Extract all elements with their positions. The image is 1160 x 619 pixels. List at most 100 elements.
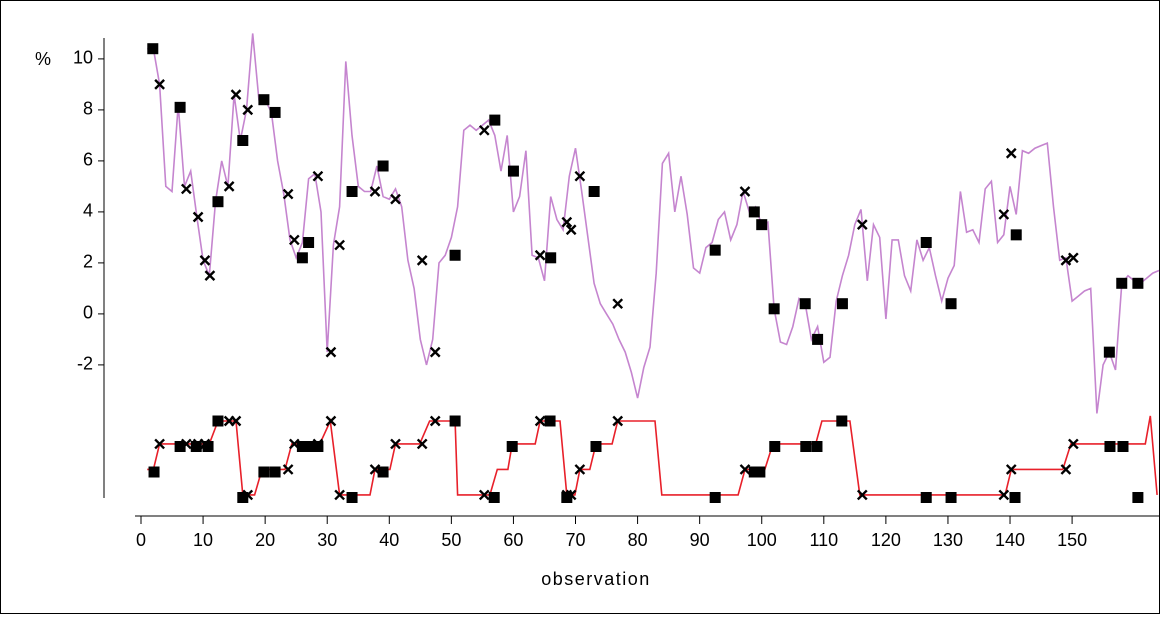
cross-marker (998, 489, 1010, 501)
y-tick-label: 6 (83, 150, 93, 170)
cross-marker (230, 415, 242, 427)
square-marker (836, 298, 848, 310)
cross-marker (325, 346, 337, 358)
cross-marker (180, 438, 192, 450)
cross-marker (154, 438, 165, 450)
cross-marker (856, 489, 868, 501)
square-marker (346, 186, 358, 197)
cross-marker (1005, 464, 1017, 475)
cross-marker (739, 186, 751, 197)
cross-marker (204, 270, 216, 281)
square-marker (174, 441, 186, 452)
square-marker (545, 252, 557, 264)
square-marker (945, 492, 957, 503)
x-tick-label: 120 (871, 530, 901, 550)
series-line (147, 33, 1160, 414)
x-tick-label: 110 (809, 530, 838, 550)
cross-marker (390, 438, 401, 450)
square-marker (1116, 277, 1128, 289)
square-marker (945, 298, 957, 310)
x-tick-label: 20 (255, 530, 275, 550)
square-marker (748, 466, 760, 478)
cross-marker (199, 438, 211, 450)
square-marker (1117, 441, 1129, 452)
square-marker (449, 249, 461, 261)
cross-marker (1067, 438, 1079, 450)
cross-marker (334, 489, 345, 501)
square-marker (449, 415, 461, 427)
cross-marker (1060, 464, 1072, 475)
square-marker (488, 492, 500, 503)
x-tick-label: 40 (379, 530, 399, 550)
square-marker (147, 43, 159, 55)
square-marker (836, 415, 848, 427)
cross-marker (534, 415, 546, 427)
square-marker (269, 106, 281, 118)
cross-marker (288, 438, 300, 450)
x-tick-label: 50 (441, 530, 461, 550)
cross-marker (739, 464, 751, 475)
cross-marker (192, 211, 204, 223)
y-tick-label: 8 (83, 99, 93, 119)
cross-marker (1060, 255, 1072, 266)
cross-marker (282, 464, 294, 475)
square-marker (212, 196, 224, 208)
cross-marker (478, 124, 490, 136)
square-marker (489, 114, 501, 126)
cross-marker (180, 183, 192, 195)
square-marker (506, 441, 518, 452)
square-marker (237, 492, 249, 503)
y-tick-label: 0 (83, 303, 93, 323)
cross-marker (565, 489, 577, 501)
x-tick-label: 100 (747, 530, 777, 550)
x-tick-label: 140 (995, 530, 1025, 550)
square-marker (346, 492, 358, 503)
square-marker (258, 466, 270, 478)
cross-marker (561, 216, 573, 228)
x-tick-label: 60 (503, 530, 523, 550)
cross-marker (534, 249, 546, 261)
cross-marker (856, 219, 868, 230)
cross-marker (478, 489, 490, 501)
cross-marker (612, 298, 624, 310)
cross-marker (429, 415, 441, 427)
y-unit-label: % (35, 49, 51, 69)
square-marker (237, 135, 249, 146)
square-marker (303, 237, 315, 248)
square-marker (920, 492, 932, 503)
square-marker (1010, 229, 1022, 241)
cross-marker (282, 188, 294, 200)
cross-marker (574, 464, 586, 475)
square-marker (590, 441, 602, 452)
square-marker (296, 252, 308, 264)
cross-marker (199, 255, 211, 266)
cross-marker (416, 438, 428, 450)
cross-marker (416, 255, 428, 266)
square-marker (1103, 346, 1115, 358)
square-marker (709, 492, 721, 503)
cross-marker (612, 415, 624, 427)
cross-marker (334, 239, 345, 251)
cross-marker (1067, 252, 1079, 264)
square-marker (174, 101, 186, 113)
x-axis-label: observation (541, 569, 651, 589)
cross-marker (574, 170, 586, 182)
x-tick-label: 80 (628, 530, 648, 550)
square-marker (377, 160, 389, 172)
square-marker (748, 206, 760, 218)
square-marker (1104, 441, 1116, 452)
square-marker (920, 237, 932, 248)
cross-marker (242, 104, 254, 116)
square-marker (588, 186, 600, 197)
square-marker (148, 466, 160, 478)
cross-marker (223, 181, 235, 192)
x-tick-label: 70 (565, 530, 585, 550)
square-marker (377, 466, 389, 478)
x-tick-label: 90 (690, 530, 710, 550)
cross-marker (369, 186, 381, 197)
square-marker (507, 165, 519, 177)
x-tick-label: 0 (136, 530, 146, 550)
square-marker (800, 441, 812, 452)
y-tick-label: 10 (73, 48, 93, 68)
